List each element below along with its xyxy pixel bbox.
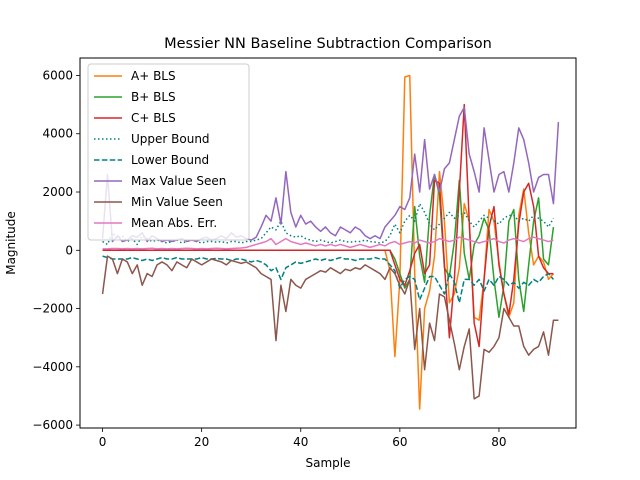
legend: A+ BLS B+ BLS C+ BLS Upper Bound Lower Bound… (87, 63, 250, 241)
plot-frame (79, 57, 577, 429)
legend-label-0: A+ BLS (131, 69, 176, 83)
legend-label-5: Max Value Seen (131, 174, 226, 188)
series-line-6 (101, 255, 559, 400)
chart-title: Messier NN Baseline Subtraction Comparis… (164, 36, 492, 52)
y-tick-label-6: 6000 (42, 68, 73, 82)
legend-box (87, 63, 250, 241)
legend-label-3: Upper Bound (131, 132, 210, 146)
y-tick-label-5: 4000 (42, 127, 73, 141)
y-tick-label-4: 2000 (42, 185, 73, 199)
y-tick-label-1: −4000 (32, 360, 73, 374)
y-axis: −6000 −4000 −2000 0 2000 4000 6000 (32, 68, 80, 432)
x-tick-label-0: 0 (99, 435, 107, 449)
x-tick-label-1: 20 (194, 435, 209, 449)
legend-label-2: C+ BLS (131, 111, 176, 125)
x-tick-label-2: 40 (293, 435, 308, 449)
series-line-7 (102, 236, 554, 250)
y-axis-title: Magnitude (4, 211, 18, 275)
y-tick-label-0: −6000 (32, 418, 73, 432)
y-tick-label-3: 0 (65, 243, 73, 257)
x-tick-label-4: 80 (491, 435, 506, 449)
legend-label-6: Min Value Seen (131, 195, 223, 209)
legend-label-7: Mean Abs. Err. (131, 216, 217, 230)
series-line-2 (102, 103, 554, 348)
x-axis: 0 20 40 60 80 (99, 428, 507, 449)
x-tick-label-3: 60 (392, 435, 407, 449)
series-line-4 (102, 255, 555, 304)
legend-label-1: B+ BLS (131, 90, 176, 104)
x-axis-title: Sample (306, 456, 351, 470)
y-tick-label-2: −2000 (32, 302, 73, 316)
legend-label-4: Lower Bound (131, 153, 209, 167)
